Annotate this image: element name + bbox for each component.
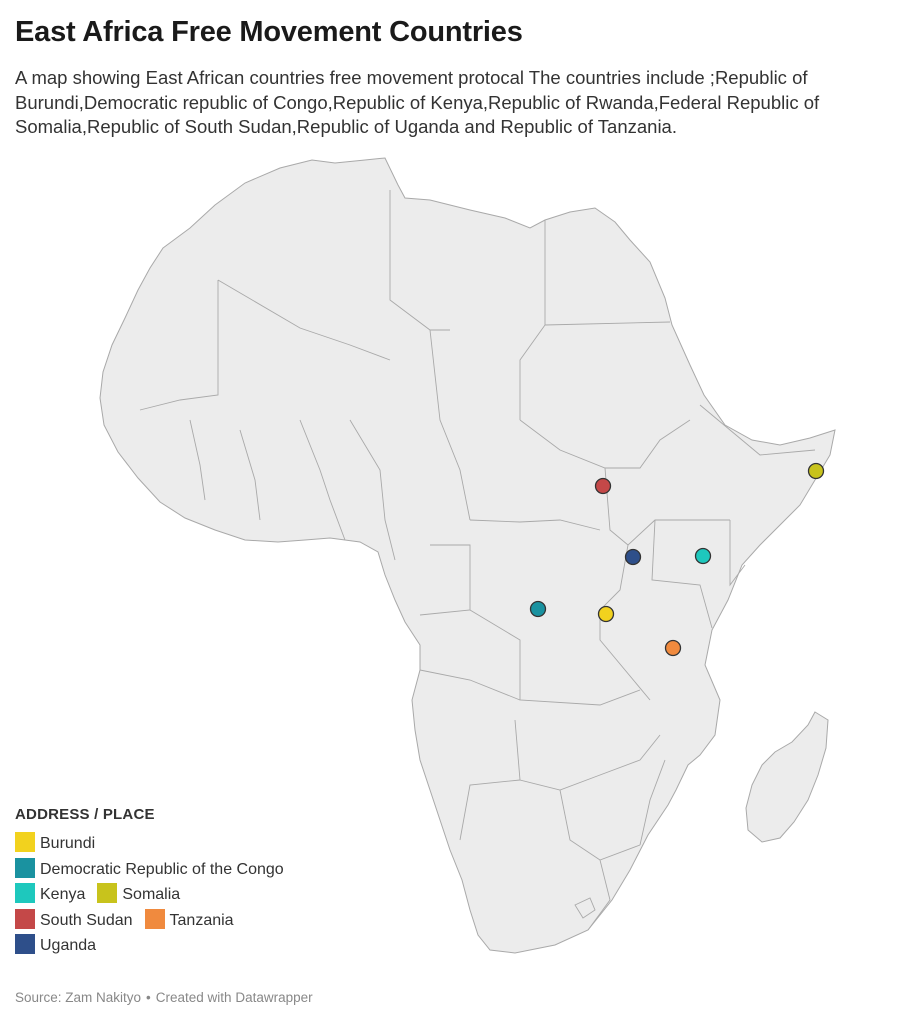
map-description: A map showing East African countries fre…: [15, 67, 820, 137]
africa-landmass: [99, 157, 836, 954]
legend-item-drc: Democratic Republic of the Congo: [15, 857, 284, 883]
source-line: Source: Zam Nakityo • Created with Datawra…: [15, 990, 313, 1005]
legend-label: South Sudan: [40, 911, 133, 929]
legend: ADDRESS / PLACE Burundi Democratic Republ…: [15, 806, 315, 959]
legend-swatch: [15, 832, 35, 852]
legend-item-south-sudan: South Sudan: [15, 908, 133, 934]
credit-text: Created with Datawrapper: [155, 990, 313, 1005]
africa-map: [99, 157, 836, 954]
legend-label: Tanzania: [169, 911, 234, 929]
legend-item-kenya: Kenya: [15, 882, 85, 908]
country-borders: [139, 190, 816, 931]
legend-swatch: [15, 883, 35, 903]
marker-tanzania[interactable]: [664, 639, 682, 657]
madagascar-landmass: [745, 711, 829, 843]
legend-swatch: [15, 908, 35, 929]
legend-label: Democratic Republic of the Congo: [40, 860, 284, 878]
map-title: East Africa Free Movement Countries: [15, 16, 523, 48]
marker-democratic-republic-of-the-congo[interactable]: [529, 600, 547, 618]
source-text: Source: Zam Nakityo: [15, 990, 142, 1005]
legend-swatch: [97, 883, 118, 903]
legend-swatch: [15, 934, 35, 954]
legend-label: Uganda: [40, 937, 97, 954]
legend-item-somalia: Somalia: [97, 882, 180, 908]
source-separator: •: [146, 990, 151, 1005]
legend-item-uganda: Uganda: [15, 933, 96, 959]
marker-somalia[interactable]: [807, 462, 825, 480]
legend-items: BurundiDemocratic Republic of the Congo …: [15, 831, 315, 959]
marker-south-sudan[interactable]: [594, 477, 612, 495]
legend-label: Burundi: [40, 835, 96, 852]
marker-burundi[interactable]: [597, 605, 615, 623]
legend-item-burundi: Burundi: [15, 831, 95, 857]
marker-uganda[interactable]: [624, 548, 642, 566]
legend-label: Kenya: [40, 886, 86, 903]
legend-title: ADDRESS / PLACE: [15, 806, 155, 823]
legend-swatch: [144, 908, 165, 929]
country-markers: [529, 462, 825, 657]
marker-kenya[interactable]: [694, 547, 712, 565]
legend-swatch: [15, 857, 35, 878]
legend-item-tanzania: Tanzania: [144, 908, 234, 934]
legend-label: Somalia: [122, 886, 181, 903]
